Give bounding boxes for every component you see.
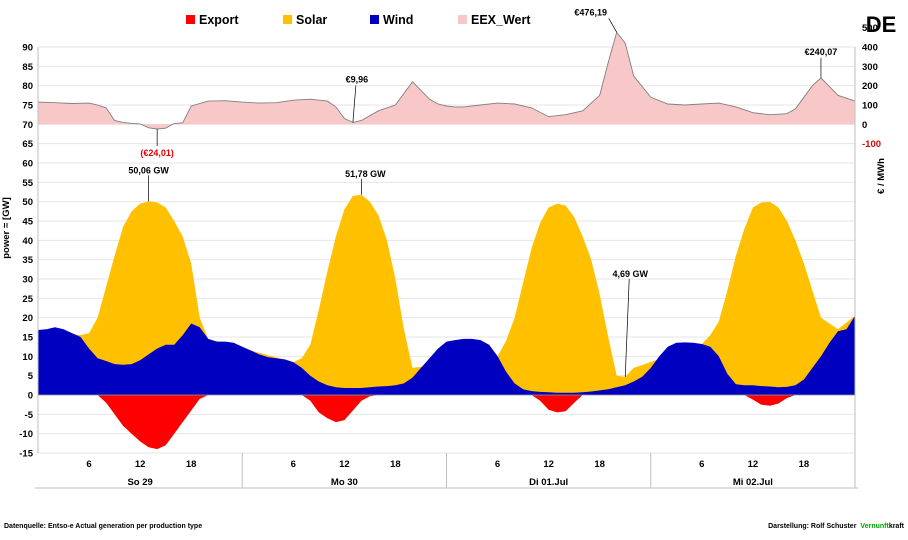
annotations: 50,06 GW 51,78 GW 4,69 GW (€24,01) €9,96 €476… <box>128 7 837 377</box>
legend: Export Solar Wind EEX_Wert <box>186 13 531 27</box>
hour-tick-0-1: 12 <box>135 459 146 470</box>
footer-brand-a: Vernunft <box>860 523 889 530</box>
hour-tick-1-1: 12 <box>339 459 350 470</box>
y-tick-label-5: 10 <box>22 352 33 363</box>
y2-tick-label-2: 100 <box>862 101 878 112</box>
day-label-1: Mo 30 <box>331 477 358 488</box>
hour-tick-2-2: 18 <box>594 459 605 470</box>
annotation-leader-5 <box>608 18 618 33</box>
legend-label-export: Export <box>199 13 239 27</box>
day-label-3: Mi 02.Jul <box>733 477 773 488</box>
hour-tick-3-1: 12 <box>748 459 759 470</box>
y-tick-label-13: 50 <box>22 197 33 208</box>
y2-tick-label-1: 0 <box>862 120 867 131</box>
y-tick-label-4: 5 <box>28 371 34 382</box>
axes: -15-10-505101520253035404550556065707580… <box>19 23 881 489</box>
legend-label-wind: Wind <box>383 13 413 27</box>
legend-swatch-eex <box>458 15 467 24</box>
y-tick-label-1: -10 <box>19 429 33 440</box>
legend-label-eex: EEX_Wert <box>471 13 531 27</box>
annotation-label-3: (€24,01) <box>140 148 174 158</box>
hour-tick-2-0: 6 <box>495 459 500 470</box>
y-tick-label-17: 70 <box>22 120 33 131</box>
annotation-leader-4 <box>352 85 357 123</box>
y-tick-label-20: 85 <box>22 62 33 73</box>
corner-label: DE <box>866 12 897 37</box>
y-tick-label-16: 65 <box>22 139 33 150</box>
y-tick-label-19: 80 <box>22 81 33 92</box>
hour-tick-0-0: 6 <box>86 459 91 470</box>
annotation-label-0: 50,06 GW <box>128 165 169 175</box>
hour-tick-3-2: 18 <box>799 459 810 470</box>
y-tick-label-15: 60 <box>22 159 33 170</box>
annotation-leader-2 <box>624 278 630 377</box>
y-tick-label-7: 20 <box>22 313 33 324</box>
y2-tick-label-4: 300 <box>862 62 878 73</box>
y-tick-label-2: -5 <box>25 410 34 421</box>
annotation-label-1: 51,78 GW <box>345 169 386 179</box>
generation-areas <box>38 194 855 450</box>
y-tick-label-9: 30 <box>22 275 33 286</box>
y2-tick-label-5: 400 <box>862 43 878 54</box>
y-tick-label-6: 15 <box>22 333 33 344</box>
hour-tick-0-2: 18 <box>186 459 197 470</box>
y-tick-label-21: 90 <box>22 43 33 54</box>
hour-tick-2-1: 12 <box>543 459 554 470</box>
y-tick-label-18: 75 <box>22 101 33 112</box>
legend-swatch-wind <box>370 15 379 24</box>
y-tick-label-12: 45 <box>22 217 33 228</box>
footer-credit: Darstellung: Rolf Schuster Vernunftkraft <box>768 523 905 530</box>
footer-source: Datenquelle: Entso-e Actual generation p… <box>4 523 202 530</box>
series-eex-line <box>37 31 856 130</box>
y-axis-label: power = [GW] <box>1 197 12 259</box>
annotation-label-6: €240,07 <box>805 47 838 57</box>
annotation-label-4: €9,96 <box>346 74 369 84</box>
y-tick-label-0: -15 <box>19 449 33 460</box>
y-tick-label-14: 55 <box>22 178 33 189</box>
series-export-area <box>38 395 855 450</box>
hour-tick-1-0: 6 <box>291 459 296 470</box>
y2-tick-label-0: -100 <box>862 139 881 150</box>
footer-brand-b: kraft <box>889 523 905 530</box>
series-wind-area <box>38 315 855 395</box>
day-label-0: So 29 <box>127 477 152 488</box>
y-tick-label-3: 0 <box>28 391 33 402</box>
series-eex-area <box>38 32 855 129</box>
footer-credit-prefix: Darstellung: Rolf Schuster <box>768 523 857 530</box>
hour-tick-3-0: 6 <box>699 459 704 470</box>
y-tick-label-8: 25 <box>22 294 33 305</box>
y2-axis-label: € / MWh <box>876 158 887 194</box>
legend-swatch-solar <box>283 15 292 24</box>
annotation-label-2: 4,69 GW <box>612 269 648 279</box>
eex-area <box>37 31 856 130</box>
day-label-2: Di 01.Jul <box>529 477 568 488</box>
y2-tick-label-3: 200 <box>862 81 878 92</box>
legend-swatch-export <box>186 15 195 24</box>
hour-tick-1-2: 18 <box>390 459 401 470</box>
legend-label-solar: Solar <box>296 13 327 27</box>
y-tick-label-10: 35 <box>22 255 33 266</box>
y-tick-label-11: 40 <box>22 236 33 247</box>
annotation-label-5: €476,19 <box>574 7 607 17</box>
y2-tick-label-6: 500 <box>862 23 878 34</box>
